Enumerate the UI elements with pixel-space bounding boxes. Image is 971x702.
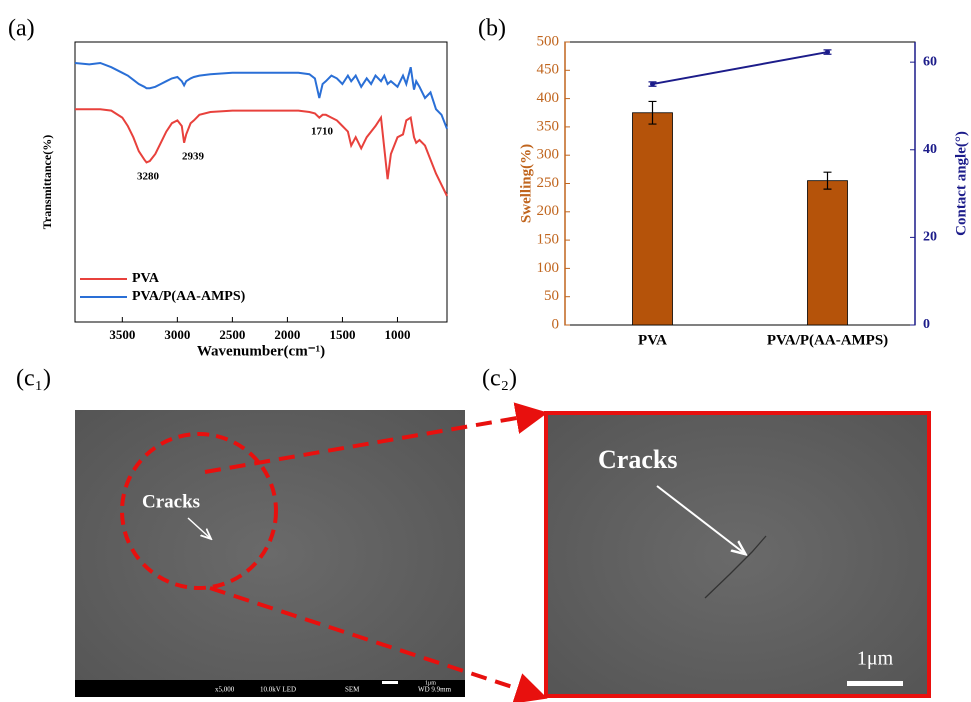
y-tick-label: 300	[537, 147, 560, 163]
x-tick-label: 1000	[384, 327, 410, 342]
annotation: Cracks	[598, 445, 677, 474]
x-tick-label: 2000	[274, 327, 300, 342]
marker	[825, 50, 830, 55]
y-tick-label: 350	[537, 118, 560, 134]
panel-label: (a)	[8, 16, 35, 42]
line	[75, 109, 447, 196]
y-tick-label: 450	[537, 62, 560, 78]
panel-label: (b)	[478, 16, 506, 42]
y-tick-label: 500	[537, 33, 560, 49]
x-tick-label: 3500	[109, 327, 135, 342]
sem-info: SEM	[345, 686, 360, 694]
y-tick-label: 150	[537, 232, 560, 248]
annotation: 1710	[311, 126, 334, 138]
y-axis-label: Transmittance(%)	[40, 135, 54, 229]
y-tick-label: 100	[537, 260, 560, 276]
plot-frame	[75, 42, 447, 322]
x-tick-label: PVA/P(AA-AMPS)	[767, 332, 888, 348]
y2-tick-label: 20	[923, 230, 937, 245]
y2-tick-label: 40	[923, 142, 937, 157]
sem-info: 10.0kV LED	[260, 686, 296, 694]
y-axis-label: Swelling(%)	[518, 144, 534, 223]
bar	[808, 181, 848, 325]
line	[75, 63, 447, 129]
panel-label: (c₂)	[482, 366, 517, 392]
legend-label: PVA/P(AA-AMPS)	[132, 289, 246, 304]
y-tick-label: 0	[552, 316, 560, 332]
scale-bar	[382, 681, 398, 684]
annotation: 3280	[137, 171, 160, 183]
bar	[633, 113, 673, 325]
panel-label: (c₁)	[16, 366, 51, 392]
scale-label: 1μm	[857, 648, 894, 670]
sem-info: x5,000	[215, 686, 235, 694]
x-axis-label: Wavenumber(cm⁻¹)	[197, 343, 325, 359]
y-tick-label: 200	[537, 203, 560, 219]
x-tick-label: 3000	[164, 327, 190, 342]
scale-bar	[847, 681, 903, 686]
figure: (a) (b) (c₁) (c₂) x5,000 10.0kV LED SEM …	[0, 0, 971, 702]
line	[653, 52, 828, 84]
marker	[650, 82, 655, 87]
x-tick-label: PVA	[638, 332, 667, 348]
y2-tick-label: 60	[923, 54, 937, 69]
y2-tick-label: 0	[923, 317, 930, 332]
annotation: Cracks	[142, 491, 200, 512]
annotation: 2939	[182, 151, 205, 163]
y-tick-label: 250	[537, 175, 560, 191]
sem-info: WD 9.9mm	[418, 686, 452, 694]
x-tick-label: 2500	[219, 327, 245, 342]
y-tick-label: 50	[544, 288, 559, 304]
scale-label: 1μm	[425, 680, 436, 686]
y2-axis-label: Contact angle(°)	[953, 131, 969, 236]
x-tick-label: 1500	[329, 327, 355, 342]
legend-label: PVA	[132, 271, 160, 286]
y-tick-label: 400	[537, 90, 560, 106]
plot-frame	[565, 42, 915, 325]
